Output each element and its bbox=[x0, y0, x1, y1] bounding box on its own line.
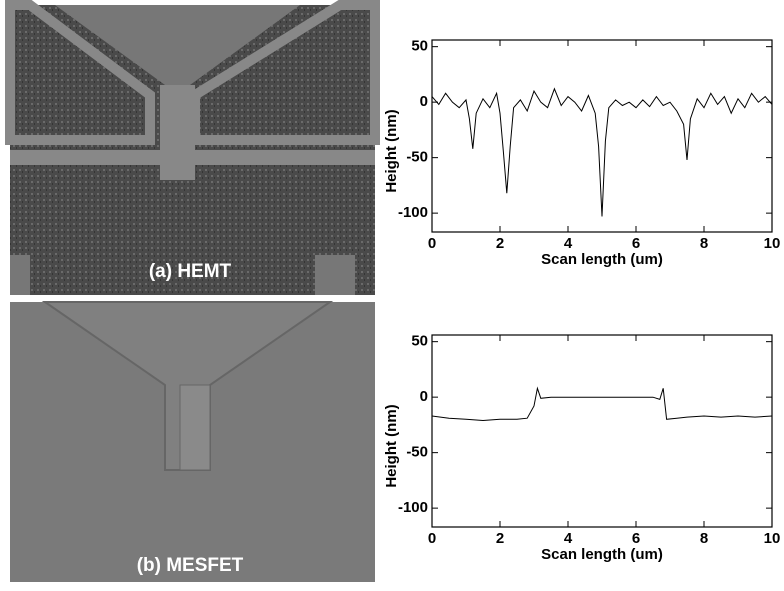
profile-line bbox=[431, 386, 773, 422]
x-tick-label: 4 bbox=[564, 235, 573, 252]
y-tick-label: 50 bbox=[411, 38, 428, 55]
y-axis-label: Height (nm) bbox=[383, 404, 400, 487]
x-tick-label: 10 bbox=[764, 530, 781, 547]
plot-frame bbox=[431, 39, 773, 233]
profile-line bbox=[431, 87, 773, 217]
y-tick-label: 0 bbox=[420, 93, 428, 110]
x-tick-label: 2 bbox=[496, 235, 504, 252]
panel-label: (a) HEMT bbox=[149, 261, 232, 282]
x-tick-label: 6 bbox=[632, 530, 640, 547]
x-axis-label: Scan length (um) bbox=[541, 546, 663, 563]
y-tick-label: -100 bbox=[398, 204, 428, 221]
x-tick-label: 6 bbox=[632, 235, 640, 252]
y-tick-label: -50 bbox=[406, 149, 428, 166]
y-tick-label: -50 bbox=[406, 444, 428, 461]
x-tick-label: 4 bbox=[564, 530, 573, 547]
x-tick-label: 0 bbox=[428, 235, 436, 252]
y-tick-label: -100 bbox=[398, 499, 428, 516]
micrograph-b bbox=[10, 301, 375, 582]
panel-label: (b) MESFET bbox=[137, 555, 244, 576]
x-tick-label: 0 bbox=[428, 530, 436, 547]
y-tick-label: 50 bbox=[411, 333, 428, 350]
y-axis-label: Height (nm) bbox=[383, 109, 400, 192]
x-axis-label: Scan length (um) bbox=[541, 251, 663, 268]
plot-frame bbox=[431, 334, 773, 528]
x-tick-label: 8 bbox=[700, 530, 708, 547]
micrograph-a bbox=[5, 0, 380, 295]
x-tick-label: 2 bbox=[496, 530, 504, 547]
x-tick-label: 8 bbox=[700, 235, 708, 252]
y-tick-label: 0 bbox=[420, 388, 428, 405]
x-tick-label: 10 bbox=[764, 235, 781, 252]
